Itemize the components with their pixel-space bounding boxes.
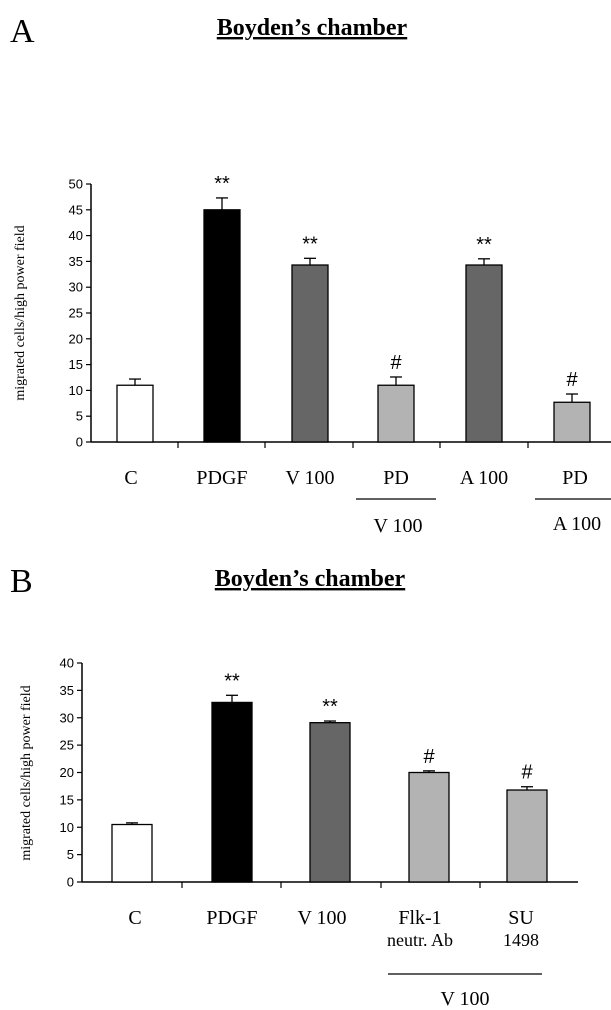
panel-b-significance-mark: **: [224, 670, 240, 692]
panel-a-y-tick-label: 40: [69, 228, 83, 243]
panel-b-y-tick-label: 40: [60, 656, 74, 671]
panel-a-category-label: A 100: [460, 467, 508, 489]
panel-a-category-label: PDGF: [196, 467, 247, 489]
panel-a-y-tick-label: 45: [69, 202, 83, 217]
panel-a-bar: [553, 401, 591, 443]
panel-b-bar: [111, 823, 153, 883]
panel-b-y-tick-label: 35: [60, 683, 74, 698]
panel-b-bar: [408, 771, 450, 883]
panel-a-y-tick-label: 25: [69, 306, 83, 321]
panel-b-y-axis-label: migrated cells/high power field: [19, 685, 34, 860]
panel-a-bar: [116, 384, 154, 443]
panel-a-y-tick-label: 15: [69, 357, 83, 372]
panel-a-bar: [203, 209, 241, 443]
panel-a-significance-mark: #: [390, 352, 402, 374]
panel-a-group-label: V 100: [373, 515, 422, 537]
panel-a-y-tick-label: 30: [69, 280, 83, 295]
panel-b-y-tick-label: 10: [60, 820, 74, 835]
panel-a-y-tick-label: 50: [69, 177, 83, 192]
panel-a-significance-mark: **: [476, 234, 492, 256]
panel-a-letter: A: [10, 13, 35, 50]
panel-a-category-label: PD: [383, 467, 409, 489]
panel-a-y-axis-label: migrated cells/high power field: [13, 225, 28, 400]
panel-a-y-tick-label: 35: [69, 254, 83, 269]
panel-b-category-label: Flk-1: [398, 907, 441, 929]
panel-a-category-label: C: [124, 467, 137, 489]
panel-b-category-label: SU: [508, 907, 534, 929]
panel-a-y-tick-label: 5: [76, 409, 83, 424]
panel-b-significance-mark: **: [322, 696, 338, 718]
panel-b-y-tick-label: 15: [60, 792, 74, 807]
panel-b-y-tick-label: 30: [60, 710, 74, 725]
panel-a-bar: [377, 384, 415, 443]
panel-b-title: Boyden’s chamber: [215, 566, 406, 592]
panel-a-bar: [291, 264, 329, 443]
panel-a-group-label: A 100: [553, 513, 601, 535]
panel-b-category-label: V 100: [297, 907, 346, 929]
panel-a-y-tick-label: 0: [76, 435, 83, 450]
panel-b-group-label: V 100: [440, 988, 489, 1010]
panel-a-plot: 0 5 10 15 20 25 30 35 40 45 50 C ** PDGF ** V 100 # PD ** A…: [69, 173, 611, 537]
panel-b-significance-mark: #: [521, 762, 533, 784]
panel-a-bar: [465, 264, 503, 443]
panel-b-plot: 0 5 10 15 20 25 30 35 40 C ** PDGF ** V 100 # Flk-1neut…: [60, 656, 578, 1010]
panel-a-title: Boyden’s chamber: [217, 15, 408, 41]
panel-b-category-label: C: [128, 907, 141, 929]
panel-a-significance-mark: **: [302, 233, 318, 255]
panel-b-category-label-line2: neutr. Ab: [387, 930, 453, 950]
panel-a-significance-mark: #: [566, 369, 578, 391]
panel-b-y-tick-label: 5: [67, 847, 74, 862]
panel-a-category-label: PD: [562, 467, 588, 489]
panel-a-significance-mark: **: [214, 173, 230, 195]
panel-b-category-label-line2: 1498: [503, 930, 539, 950]
panel-a-y-tick-label: 20: [69, 331, 83, 346]
panel-b-y-tick-label: 25: [60, 738, 74, 753]
panel-b-letter: B: [10, 563, 33, 600]
panel-b-bar: [211, 701, 253, 883]
panel-b-significance-mark: #: [423, 746, 435, 768]
panel-a-y-tick-label: 10: [69, 383, 83, 398]
panel-b-y-tick-label: 0: [67, 875, 74, 890]
panel-b-category-label: PDGF: [206, 907, 257, 929]
panel-b-y-tick-label: 20: [60, 765, 74, 780]
panel-b-bar: [309, 722, 351, 883]
panel-a-category-label: V 100: [285, 467, 334, 489]
panel-b-bar: [506, 789, 548, 883]
